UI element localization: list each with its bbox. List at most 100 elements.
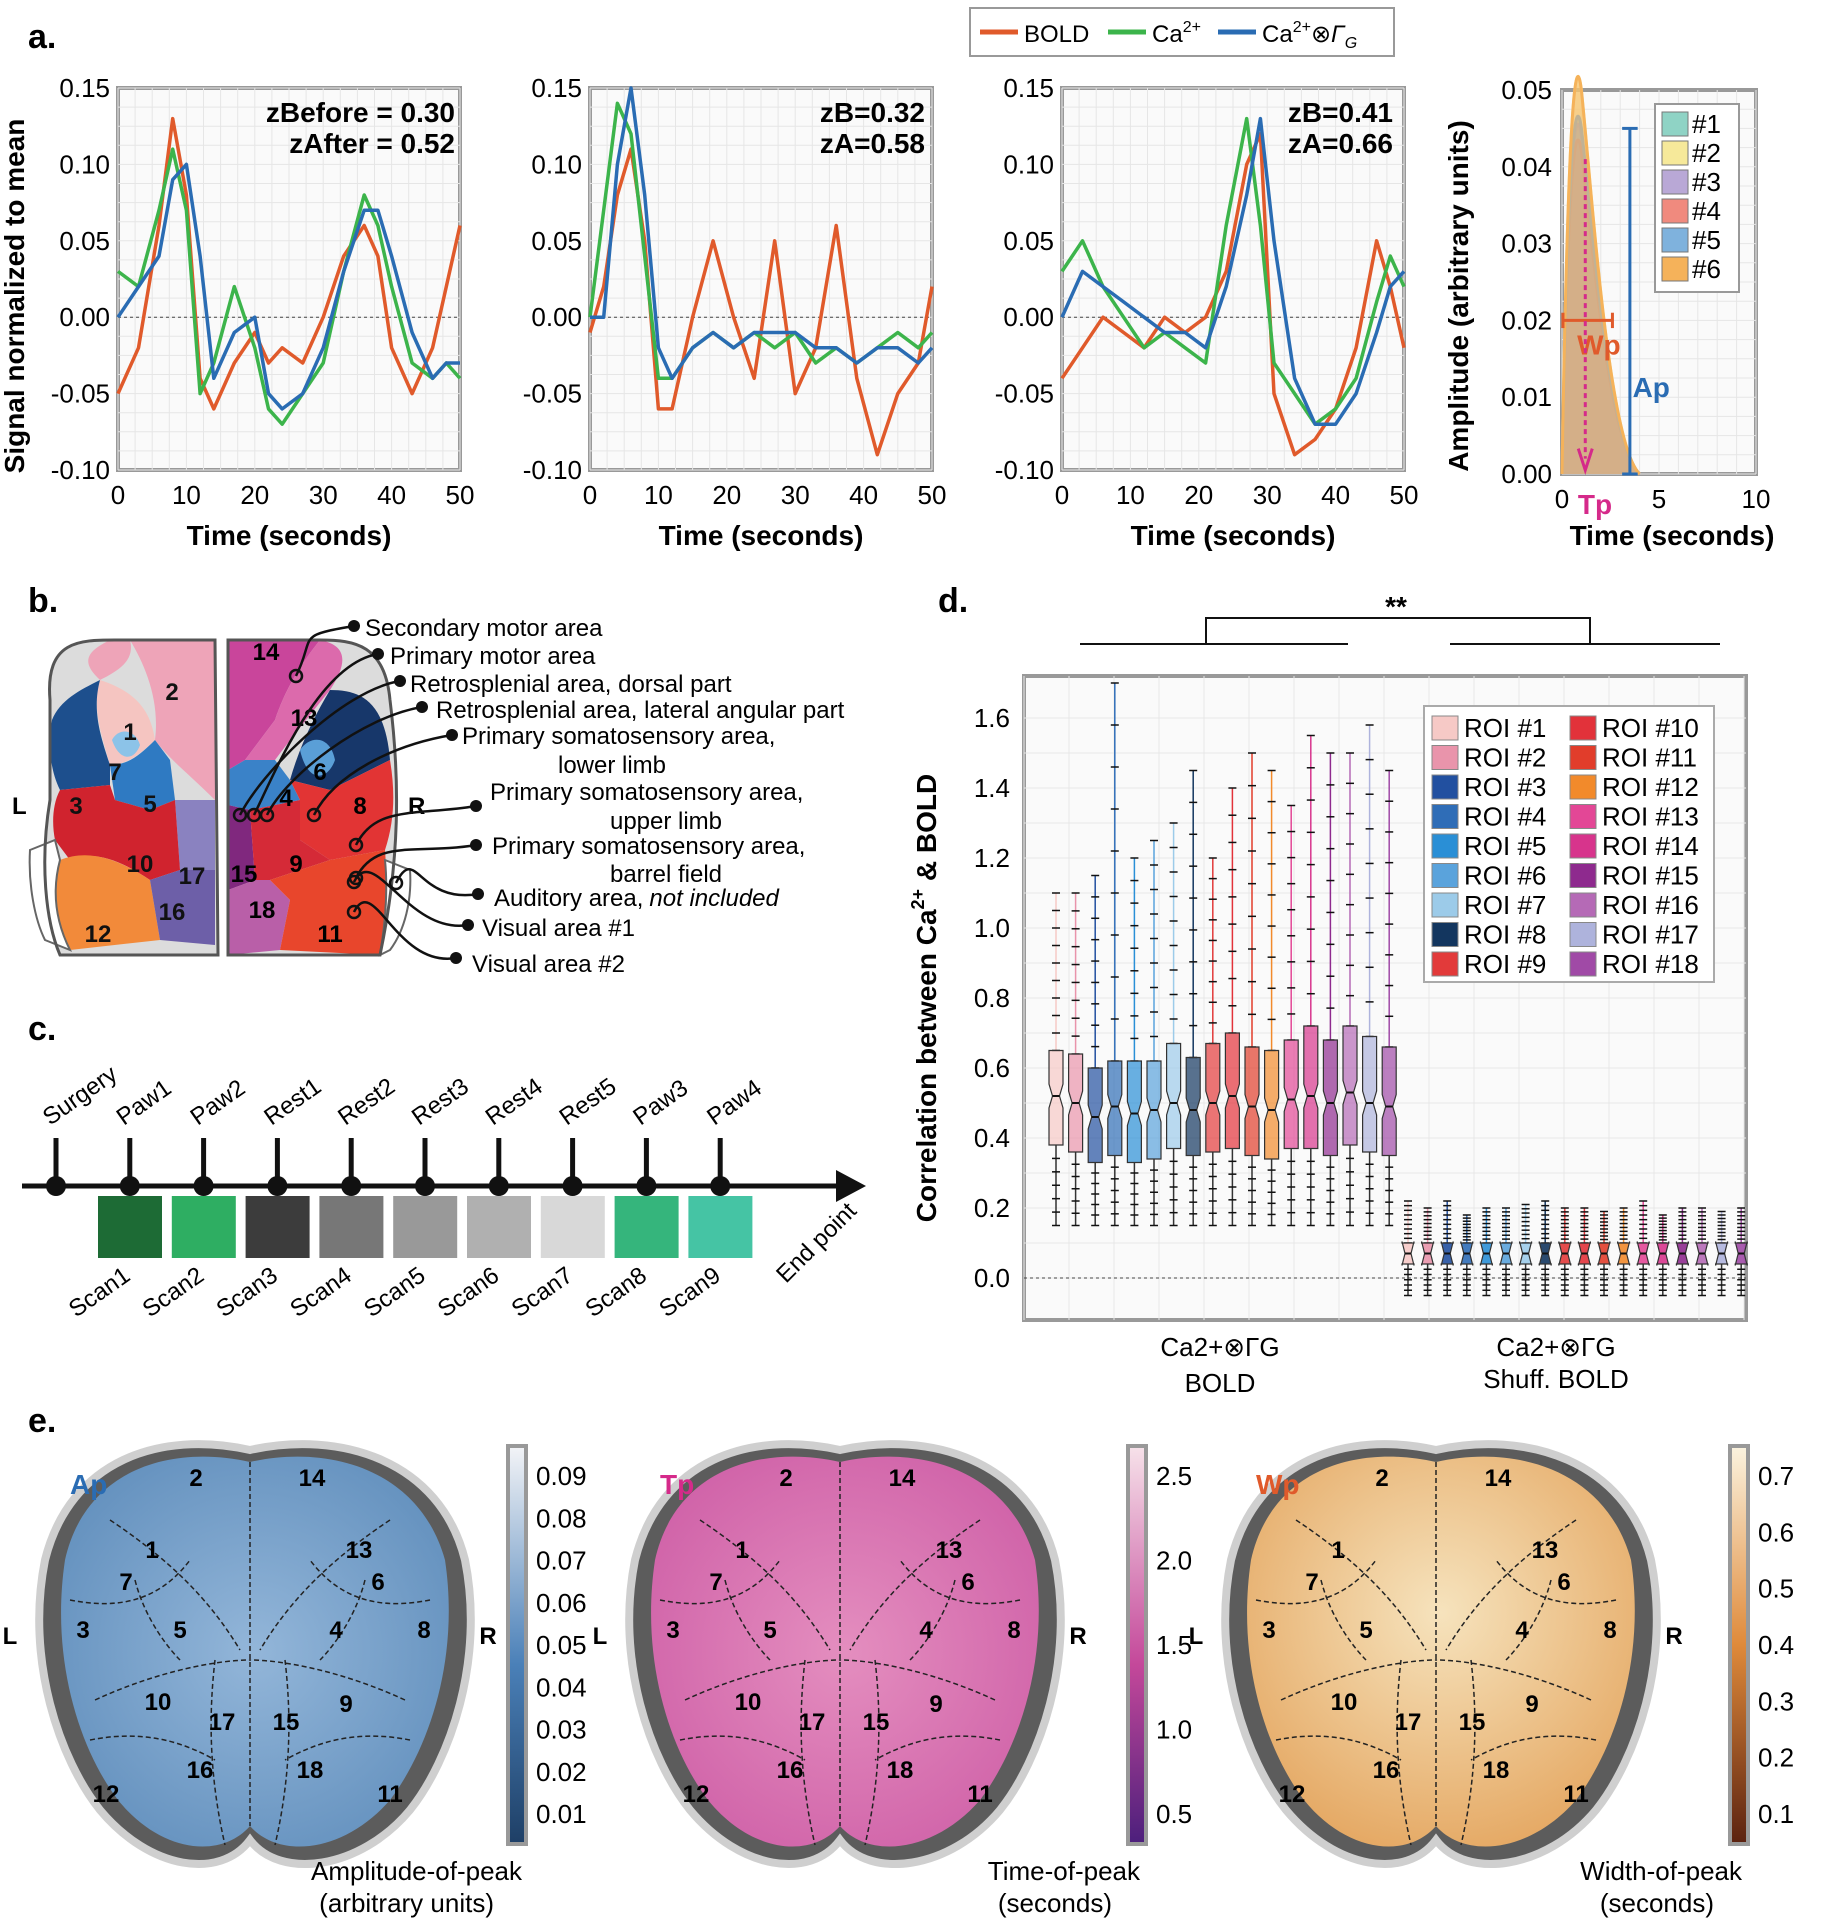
box-roi-9-bold: [1205, 857, 1221, 1227]
ytick-label: -0.05: [995, 379, 1054, 409]
z-before-label: zB=0.32: [820, 97, 925, 128]
z-after-label: zAfter = 0.52: [289, 128, 455, 159]
region-boundary: [89, 1735, 216, 1761]
region-boundary: [679, 1735, 806, 1761]
group1-label-line1: Ca2+⊗ΓG: [1160, 1332, 1279, 1362]
box-legend-swatch: [1569, 774, 1597, 800]
ytick-label: 0.05: [531, 226, 582, 256]
scan-block: [540, 1196, 605, 1258]
ytick-label: 0.00: [59, 302, 110, 332]
legend-a: BOLD Ca2+ Ca2+⊗ΓG: [969, 7, 1395, 57]
callout-dot: [470, 839, 482, 851]
timeline-event-dot: [488, 1176, 509, 1196]
map-region-number: 16: [777, 1757, 804, 1784]
box-roi-11-bold: [1244, 752, 1260, 1227]
colorbar-tick-label: 0.7: [1758, 1461, 1794, 1491]
colorbar-caption-line1: Amplitude-of-peak: [311, 1856, 523, 1886]
ytick-label: 0.15: [531, 73, 582, 103]
colorbar-tick-label: 0.05: [536, 1630, 587, 1660]
scan-label: Scan2: [138, 1262, 209, 1323]
kernel-legend-label: #5: [1692, 225, 1721, 255]
atlas-label-text: Visual area #2: [472, 951, 625, 978]
kernel-ytick-label: 0.03: [1501, 229, 1552, 259]
ytick-label: -0.10: [523, 455, 582, 485]
atlas-L: L: [12, 793, 27, 820]
colorbar-tick-label: 0.1: [1758, 1799, 1794, 1829]
callout-dot: [450, 952, 462, 964]
callout-line: [312, 733, 453, 816]
map-region-number: 8: [417, 1617, 430, 1644]
timeseries-plots: 0.150.100.050.00-0.05-0.100 10 20 30 40 50Tim…: [51, 73, 1419, 551]
timeline-event-label: Rest4: [481, 1073, 548, 1131]
atlas-callout-9: Visual area #1: [346, 870, 635, 942]
map-region-number: 12: [1279, 1781, 1306, 1808]
atlas-region-number: 16: [159, 899, 186, 926]
box-legend-swatch: [1431, 833, 1459, 859]
box-roi-16-shuffled: [1695, 1207, 1709, 1297]
callout-dot: [416, 701, 428, 713]
box-roi-7-bold: [1166, 822, 1182, 1227]
map-region-number: 6: [1557, 1569, 1570, 1596]
colorbar-tick-label: 0.04: [536, 1672, 587, 1702]
timeline-event-dot: [119, 1176, 140, 1196]
timeline-event-label: Rest1: [259, 1073, 326, 1131]
colorbar-tick-label: 0.2: [1758, 1743, 1794, 1773]
brain-cortex: [651, 1456, 1039, 1847]
map-region-number: 18: [297, 1757, 324, 1784]
region-boundary: [94, 1659, 251, 1701]
xtick-label: 0: [1055, 480, 1069, 510]
panel-d-label: d.: [938, 582, 968, 620]
box-body: [1087, 1067, 1103, 1164]
colorbar-tick-label: 0.06: [536, 1588, 587, 1618]
timeline-event-label: Rest5: [555, 1073, 622, 1131]
atlas-label-text: Secondary motor area: [365, 615, 603, 642]
scan-block: [467, 1196, 531, 1258]
box-ytick-label: 0.6: [974, 1053, 1010, 1083]
kernel-xtick-label: 0: [1555, 484, 1569, 514]
map-R: R: [479, 1623, 496, 1650]
region-boundary: [1295, 1519, 1427, 1651]
map-region-number: 15: [863, 1709, 890, 1736]
ytick-label: 0.10: [59, 149, 110, 179]
box-body: [1381, 1046, 1397, 1157]
box-body: [1126, 1060, 1142, 1164]
xtick-label: 20: [240, 480, 269, 510]
colorbar-caption-line2: (arbitrary units): [319, 1888, 494, 1918]
atlas-label-text: upper limb: [610, 808, 722, 835]
box-roi-17-shuffled: [1715, 1210, 1729, 1297]
region-boundary: [1470, 1735, 1597, 1761]
region-boundary: [899, 1559, 1021, 1605]
box-body: [1166, 1042, 1182, 1150]
z-after-label: zA=0.66: [1288, 128, 1393, 159]
timeline-arrowhead: [836, 1170, 866, 1202]
end-point-label: End point: [771, 1197, 862, 1288]
map-region-number: 8: [1007, 1617, 1020, 1644]
scan-block: [98, 1196, 162, 1258]
region-boundary: [1320, 1579, 1367, 1661]
atlas-region-number: 17: [179, 863, 206, 890]
region-boundary: [109, 1519, 241, 1651]
box-body: [1303, 1025, 1319, 1150]
box-legend-label: ROI #5: [1464, 831, 1546, 861]
region-boundary: [1280, 1659, 1437, 1701]
map-region-number: 9: [929, 1691, 942, 1718]
kernel-legend-swatch: [1661, 256, 1689, 282]
kernel-ytick-label: 0.04: [1501, 152, 1552, 182]
region-boundary: [724, 1579, 771, 1661]
scan-label: Scan5: [359, 1262, 430, 1323]
colorbar-tick-label: 2.5: [1156, 1461, 1192, 1491]
box-legend-swatch: [1569, 804, 1597, 829]
ytick-label: 0.15: [59, 73, 110, 103]
scan-label: Scan4: [285, 1262, 356, 1323]
scan-label: Scan8: [581, 1262, 652, 1323]
box-body: [1244, 1046, 1260, 1157]
timeline-event-label: Paw2: [186, 1074, 251, 1131]
box-legend-swatch: [1569, 892, 1597, 918]
callout-origin: [259, 807, 275, 823]
atlas-region-number: 15: [231, 861, 258, 888]
box-legend-swatch: [1431, 922, 1459, 947]
ytick-label: 0.15: [1003, 73, 1054, 103]
colorbar: [1126, 1444, 1148, 1846]
